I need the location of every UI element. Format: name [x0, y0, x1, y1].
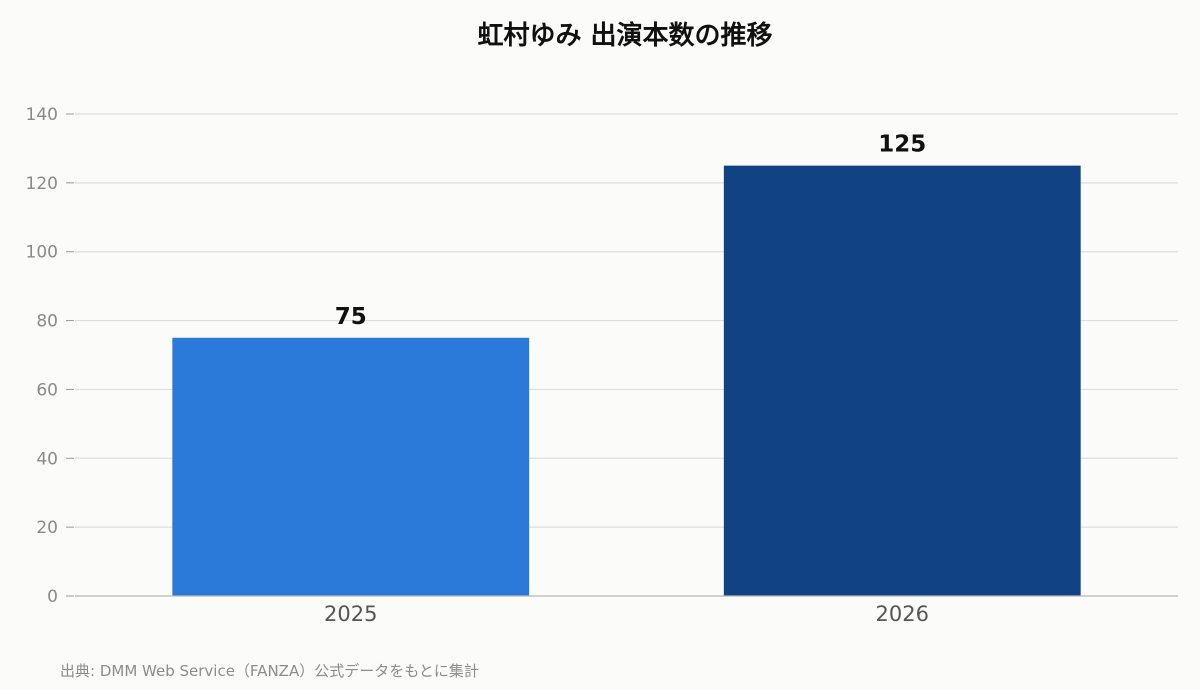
x-tick-label-2025: 2025: [324, 602, 377, 626]
y-tick-label: 120: [26, 174, 58, 194]
y-tick-label: 0: [47, 587, 58, 607]
y-tick-label: 40: [36, 449, 58, 469]
y-tick-label: 60: [36, 380, 58, 400]
chart-title: 虹村ゆみ 出演本数の推移: [477, 20, 772, 51]
data-labels: 75 125: [335, 132, 927, 330]
data-label-2026: 125: [878, 132, 926, 158]
y-tick-label: 80: [36, 312, 58, 332]
bar-2025: [172, 337, 530, 596]
y-axis: 0 20 40 60 80 100 120 140: [26, 105, 74, 607]
x-tick-label-2026: 2026: [876, 602, 929, 626]
x-axis: 2025 2026: [324, 602, 929, 626]
bar-2026: [723, 165, 1081, 596]
source-note: 出典: DMM Web Service（FANZA）公式データをもとに集計: [60, 662, 479, 680]
y-tick-label: 20: [36, 518, 58, 538]
y-tick-label: 140: [26, 105, 58, 125]
data-label-2025: 75: [335, 304, 367, 330]
y-tick-label: 100: [26, 243, 58, 263]
bars: [172, 165, 1081, 596]
